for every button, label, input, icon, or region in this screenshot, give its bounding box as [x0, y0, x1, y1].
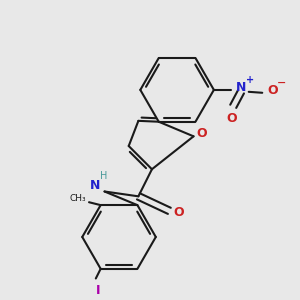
Text: N: N — [236, 81, 246, 94]
Text: O: O — [226, 112, 237, 125]
Text: O: O — [174, 206, 184, 219]
Text: N: N — [90, 179, 100, 192]
Text: O: O — [268, 84, 278, 97]
Text: CH₃: CH₃ — [69, 194, 86, 203]
Text: +: + — [246, 75, 254, 85]
Text: I: I — [95, 284, 100, 297]
Text: O: O — [196, 127, 207, 140]
Text: H: H — [100, 171, 107, 181]
Text: −: − — [277, 78, 286, 88]
